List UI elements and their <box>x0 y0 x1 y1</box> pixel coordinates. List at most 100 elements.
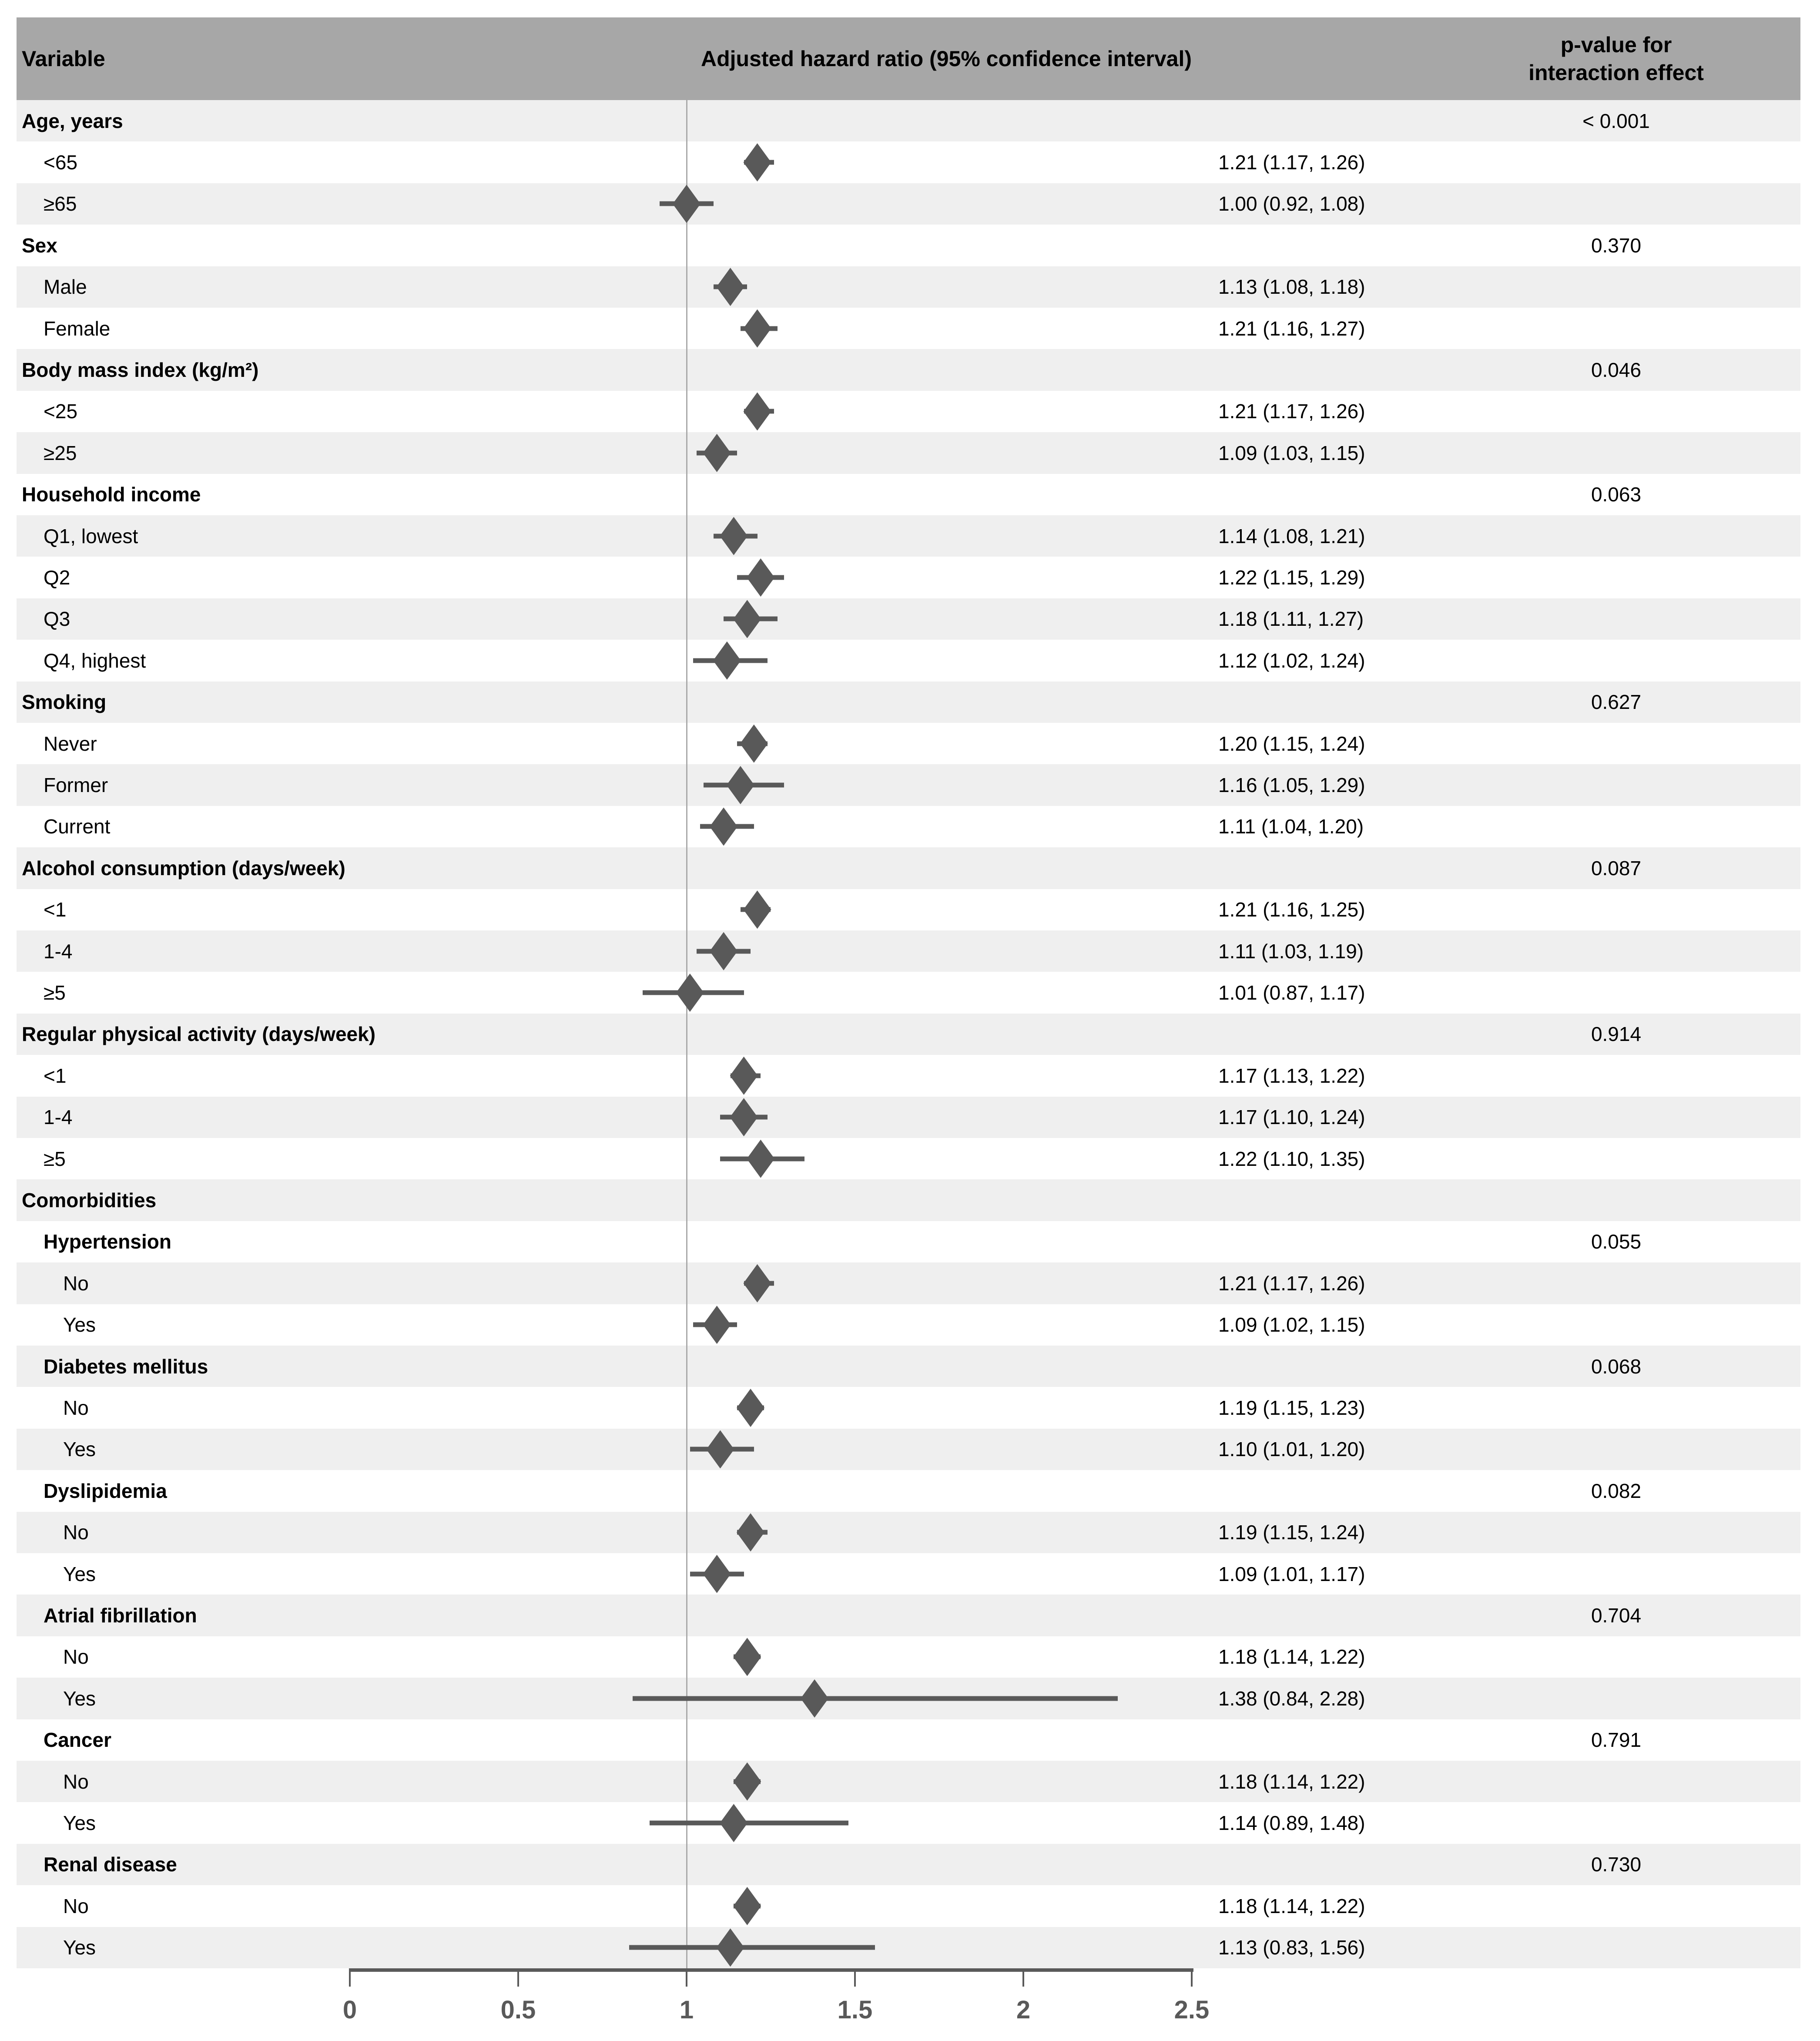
row-label: Sex <box>22 234 57 257</box>
point-estimate-marker <box>710 807 738 846</box>
table-row: Yes 1.14 (0.89, 1.48) <box>17 1802 1800 1844</box>
column-header-p-value-line1: p-value for <box>1560 33 1672 57</box>
table-header: Variable Adjusted hazard ratio (95% conf… <box>17 17 1800 100</box>
estimate-text: 1.14 (1.08, 1.21) <box>1218 524 1365 547</box>
table-row: <65 1.21 (1.17, 1.26) <box>17 141 1800 183</box>
point-estimate-marker <box>720 517 748 555</box>
point-estimate-marker <box>706 1430 734 1469</box>
estimate-text: 1.19 (1.15, 1.24) <box>1218 1521 1365 1544</box>
p-value-text: 0.087 <box>1591 856 1642 880</box>
estimate-text: 1.22 (1.10, 1.35) <box>1218 1147 1365 1170</box>
x-axis-tick <box>349 1968 351 1987</box>
column-header-variable: Variable <box>22 47 105 71</box>
table-row: Current 1.11 (1.04, 1.20) <box>17 806 1800 848</box>
row-label: Alcohol consumption (days/week) <box>22 856 345 880</box>
p-value-text: 0.082 <box>1591 1479 1642 1502</box>
point-estimate-marker <box>743 1264 771 1302</box>
table-row: Smoking 0.627 <box>17 681 1800 723</box>
p-value-text: 0.730 <box>1591 1853 1642 1876</box>
estimate-text: 1.14 (0.89, 1.48) <box>1218 1812 1365 1835</box>
p-value-text: 0.791 <box>1591 1729 1642 1752</box>
p-value-text: 0.055 <box>1591 1230 1642 1253</box>
column-header-p-value: p-value for interaction effect <box>1415 31 1817 87</box>
p-value-text: 0.704 <box>1591 1604 1642 1627</box>
table-row: 1-4 1.11 (1.03, 1.19) <box>17 930 1800 972</box>
column-header-p-value-line2: interaction effect <box>1528 60 1704 85</box>
table-row: Hypertension 0.055 <box>17 1221 1800 1263</box>
estimate-text: 1.21 (1.16, 1.25) <box>1218 898 1365 921</box>
row-label: Never <box>44 732 97 755</box>
table-row: ≥5 1.22 (1.10, 1.35) <box>17 1138 1800 1180</box>
table-row: Yes 1.38 (0.84, 2.28) <box>17 1678 1800 1719</box>
row-label: Hypertension <box>44 1230 171 1253</box>
p-value-text: 0.627 <box>1591 691 1642 714</box>
x-axis-tick-label: 1.5 <box>837 1996 873 2024</box>
estimate-text: 1.13 (0.83, 1.56) <box>1218 1936 1365 1959</box>
row-label: ≥65 <box>44 192 77 215</box>
row-label: Yes <box>63 1313 96 1336</box>
estimate-text: 1.18 (1.14, 1.22) <box>1218 1770 1365 1793</box>
row-label: Q3 <box>44 608 70 631</box>
row-label: Atrial fibrillation <box>44 1604 197 1627</box>
row-label: Smoking <box>22 691 107 714</box>
point-estimate-marker <box>743 309 771 348</box>
point-estimate-marker <box>747 1139 775 1178</box>
point-estimate-marker <box>710 932 738 970</box>
row-label: Q4, highest <box>44 649 146 672</box>
row-label: <65 <box>44 151 78 174</box>
table-row: 1-4 1.17 (1.10, 1.24) <box>17 1096 1800 1138</box>
row-label: Renal disease <box>44 1853 177 1876</box>
point-estimate-marker <box>730 1056 758 1095</box>
estimate-text: 1.12 (1.02, 1.24) <box>1218 649 1365 672</box>
table-row: Diabetes mellitus 0.068 <box>17 1346 1800 1387</box>
estimate-text: 1.21 (1.17, 1.26) <box>1218 151 1365 174</box>
point-estimate-marker <box>737 1513 765 1552</box>
row-label: Yes <box>63 1438 96 1461</box>
table-row: ≥5 1.01 (0.87, 1.17) <box>17 972 1800 1014</box>
point-estimate-marker <box>743 890 771 929</box>
point-estimate-marker <box>716 1928 744 1967</box>
ci-line <box>649 1820 848 1826</box>
table-row: Renal disease 0.730 <box>17 1843 1800 1886</box>
row-label: Body mass index (kg/m²) <box>22 359 259 382</box>
row-label: Q1, lowest <box>44 524 138 547</box>
point-estimate-marker <box>740 724 768 763</box>
row-label: ≥25 <box>44 441 77 464</box>
point-estimate-marker <box>743 392 771 431</box>
x-axis-tick <box>686 1968 687 1987</box>
table-row: Sex 0.370 <box>17 225 1800 266</box>
point-estimate-marker <box>713 641 741 680</box>
table-row: Cancer 0.791 <box>17 1719 1800 1761</box>
p-value-text: 0.063 <box>1591 483 1642 506</box>
row-label: 1-4 <box>44 940 73 963</box>
point-estimate-marker <box>733 1638 761 1676</box>
point-estimate-marker <box>733 600 761 638</box>
row-label: <1 <box>44 898 67 921</box>
ci-line <box>629 1945 875 1950</box>
table-row: Alcohol consumption (days/week) 0.087 <box>17 847 1800 889</box>
estimate-text: 1.38 (0.84, 2.28) <box>1218 1687 1365 1710</box>
estimate-text: 1.11 (1.04, 1.20) <box>1218 815 1364 838</box>
point-estimate-marker <box>703 1554 731 1593</box>
x-axis-tick <box>1022 1968 1024 1987</box>
row-label: No <box>63 1272 89 1295</box>
p-value-text: 0.370 <box>1591 234 1642 257</box>
table-row: No 1.19 (1.15, 1.23) <box>17 1387 1800 1429</box>
row-label: No <box>63 1396 89 1420</box>
p-value-text: 0.046 <box>1591 359 1642 382</box>
x-axis-tick <box>1191 1968 1193 1987</box>
row-label: Female <box>44 317 111 340</box>
row-label: <25 <box>44 400 78 423</box>
point-estimate-marker <box>703 433 731 472</box>
table-row: Yes 1.09 (1.01, 1.17) <box>17 1553 1800 1595</box>
table-row: Body mass index (kg/m²) 0.046 <box>17 349 1800 391</box>
ci-line <box>633 1696 1118 1701</box>
table-row: Female 1.21 (1.16, 1.27) <box>17 308 1800 349</box>
estimate-text: 1.21 (1.16, 1.27) <box>1218 317 1365 340</box>
table-row: Q1, lowest 1.14 (1.08, 1.21) <box>17 515 1800 557</box>
row-label: Diabetes mellitus <box>44 1355 208 1378</box>
x-axis-tick-label: 2.5 <box>1174 1996 1210 2024</box>
table-row: Household income 0.063 <box>17 473 1800 515</box>
table-row: Comorbidities <box>17 1179 1800 1221</box>
